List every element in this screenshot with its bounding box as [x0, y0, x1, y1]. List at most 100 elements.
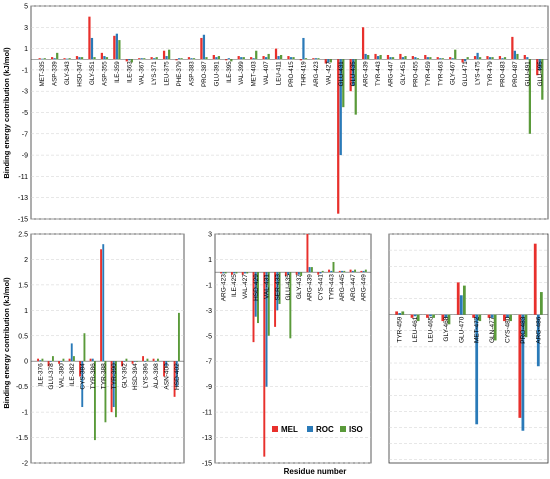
bar-mel [328, 269, 330, 273]
bar-mel [287, 56, 290, 60]
bar-mel [473, 56, 477, 60]
bar-mel [436, 57, 439, 60]
bar-mel [360, 270, 363, 273]
y-tick-label: 2.5 [18, 232, 28, 239]
bar-mel [498, 56, 502, 60]
y-tick-label: -3 [206, 308, 212, 315]
bar-mel [306, 234, 309, 273]
bar-roc [140, 58, 143, 60]
category-label: GLU-435 [350, 61, 357, 87]
bar-mel [312, 58, 315, 60]
bar-mel [511, 36, 514, 60]
legend-label-iso: ISO [349, 425, 363, 434]
category-label: ARG-439 [363, 61, 370, 87]
bar-mel [241, 272, 244, 275]
category-label: GLY-351 [89, 61, 96, 85]
bar-iso [43, 58, 46, 60]
bar-iso [230, 59, 233, 62]
bar-iso [93, 57, 96, 60]
bar-mel [100, 52, 103, 60]
bar-mel [472, 314, 476, 318]
category-label: TYR-388 [100, 363, 107, 389]
bar-roc [339, 59, 342, 156]
bar-iso [167, 361, 170, 362]
bar-iso [105, 57, 109, 60]
bar-roc [364, 53, 367, 60]
category-label: GLU-495 [537, 61, 544, 87]
bar-roc [265, 57, 268, 60]
bar-roc [103, 56, 106, 60]
bar-roc [319, 272, 322, 274]
category-label: GLU-435 [285, 274, 292, 301]
bar-mel [79, 361, 82, 377]
bar-mel [150, 57, 153, 60]
category-label: TYR-443 [328, 274, 335, 300]
bar-roc [90, 37, 94, 60]
y-tick-label: -15 [202, 461, 212, 468]
bar-iso [491, 57, 494, 60]
bar-mel [175, 59, 178, 61]
bar-iso [279, 54, 283, 60]
bar-iso [462, 285, 466, 315]
bar-mel [487, 314, 491, 318]
bar-mel [88, 16, 91, 60]
category-label: ARG-445 [339, 274, 346, 301]
bar-roc [459, 295, 463, 315]
bar-mel [338, 270, 341, 273]
bar-roc [513, 50, 517, 60]
bar-iso [242, 57, 245, 60]
category-label: GLU-470 [458, 316, 465, 343]
bar-roc [464, 59, 467, 62]
bar-roc [314, 58, 317, 60]
bar-iso [51, 356, 54, 362]
category-label: CYS-384 [79, 363, 86, 390]
bar-roc [302, 37, 305, 60]
bar-roc [439, 58, 442, 60]
bar-mel [237, 56, 240, 60]
category-label: ASN-400 [163, 363, 170, 390]
bar-mel [250, 57, 253, 60]
bar-mel [113, 35, 116, 60]
bar-roc [488, 57, 492, 60]
bar-mel [37, 358, 40, 362]
bar-roc [215, 57, 218, 60]
bar-iso [155, 57, 158, 60]
bar-roc [389, 57, 392, 60]
category-label: TYR-390 [111, 363, 118, 389]
category-label: TYR-443 [375, 61, 382, 86]
bar-roc [243, 272, 246, 274]
bar-iso [329, 59, 332, 63]
bar-mel [441, 314, 445, 322]
y-tick-label: -1 [22, 67, 28, 74]
y-tick-label: 0.5 [18, 333, 28, 340]
y-tick-label: 3 [208, 232, 212, 239]
bar-iso [416, 58, 420, 60]
bar-iso [466, 57, 469, 60]
bar-mel [230, 272, 233, 275]
bar-iso [125, 358, 128, 362]
bar-mel [75, 56, 79, 60]
category-label: LEU-411 [276, 61, 283, 86]
bar-mel [456, 282, 460, 315]
bar-roc [265, 272, 268, 387]
y-tick-label: -13 [18, 195, 28, 202]
category-label: VAL-367 [139, 61, 146, 85]
category-label: TYR-479 [487, 61, 494, 86]
category-label: PHE-379 [176, 61, 183, 87]
bar-roc [41, 58, 44, 60]
bar-roc [233, 272, 236, 274]
bar-roc [133, 361, 136, 362]
category-label: ARG-439 [307, 274, 314, 301]
bar-iso [130, 59, 133, 63]
category-label: ASP-383 [188, 61, 195, 86]
category-label: LEU-375 [164, 61, 171, 86]
bar-mel [200, 37, 203, 60]
legend-swatch-mel [272, 426, 278, 432]
category-label: ILE-425 [231, 274, 238, 297]
category-label: LYS-371 [151, 61, 158, 85]
category-label: PRO-455 [412, 61, 419, 87]
bar-mel [225, 59, 228, 61]
category-label: PRO-487 [512, 61, 519, 87]
bar-iso [304, 58, 308, 60]
